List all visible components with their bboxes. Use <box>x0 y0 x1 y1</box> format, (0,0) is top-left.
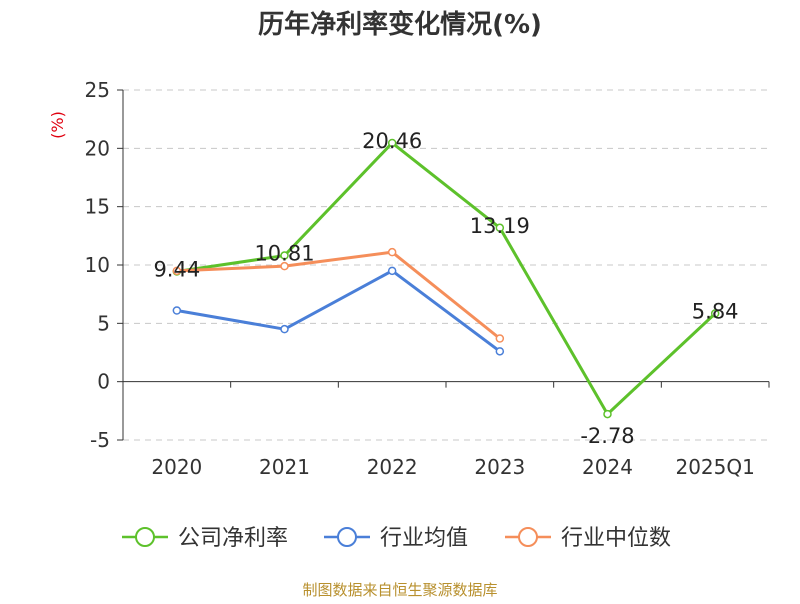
series-line <box>176 141 717 416</box>
x-tick-label: 2024 <box>582 455 633 479</box>
data-point <box>387 266 397 276</box>
x-tick-label: 2023 <box>474 455 525 479</box>
legend-item: 公司净利率 <box>122 526 288 551</box>
y-tick-label: 25 <box>85 78 110 102</box>
grid-layer <box>123 89 769 441</box>
x-tick-label: 2020 <box>151 455 202 479</box>
legend-marker <box>518 527 538 547</box>
legend-item: 行业均值 <box>324 526 468 551</box>
data-point <box>280 324 289 334</box>
series-layer <box>172 138 720 419</box>
source-note: 制图数据来自恒生聚源数据库 <box>302 581 497 599</box>
series-line <box>176 269 501 353</box>
axis-layer: 25 20 15 10 5 0 -5 2020 2021 2022 2023 2024 2025Q1 <box>85 78 770 479</box>
data-label: 9.44 <box>153 258 200 282</box>
data-label: 5.84 <box>692 300 739 324</box>
data-point <box>710 309 720 318</box>
x-tick-label: 2025Q1 <box>675 455 754 479</box>
data-label: 20.46 <box>362 129 422 153</box>
x-tick-label: 2022 <box>367 455 418 479</box>
y-tick-label: 0 <box>97 370 110 394</box>
data-point <box>387 247 397 257</box>
y-tick-label: 5 <box>97 311 110 335</box>
legend-label: 公司净利率 <box>178 526 288 551</box>
series-line <box>176 250 501 340</box>
data-point <box>495 223 505 233</box>
data-point <box>280 261 289 271</box>
data-label-layer: 9.44 10.81 20.46 13.19 -2.78 5.84 <box>153 129 738 448</box>
data-label: 10.81 <box>254 242 314 266</box>
data-point <box>280 251 289 260</box>
data-point <box>172 266 182 276</box>
data-point <box>172 306 182 315</box>
legend: 公司净利率 行业均值 行业中位数 <box>122 526 671 551</box>
data-point <box>603 409 612 419</box>
chart-title: 历年净利率变化情况(%) <box>258 9 542 40</box>
data-point <box>495 334 505 343</box>
data-label: -2.78 <box>580 424 634 448</box>
legend-marker <box>135 527 155 547</box>
y-tick-label: 20 <box>85 136 110 160</box>
legend-label: 行业中位数 <box>561 526 671 551</box>
legend-marker <box>337 527 357 547</box>
x-tick-label: 2021 <box>259 455 310 479</box>
data-point <box>387 138 397 148</box>
y-tick-label: 15 <box>85 195 110 219</box>
legend-item: 行业中位数 <box>505 526 671 551</box>
legend-label: 行业均值 <box>380 526 468 551</box>
data-label: 13.19 <box>470 214 530 238</box>
y-tick-label: -5 <box>90 428 110 452</box>
y-axis-label: (%) <box>48 111 67 139</box>
y-tick-label: 10 <box>85 253 110 277</box>
data-point <box>495 347 505 356</box>
